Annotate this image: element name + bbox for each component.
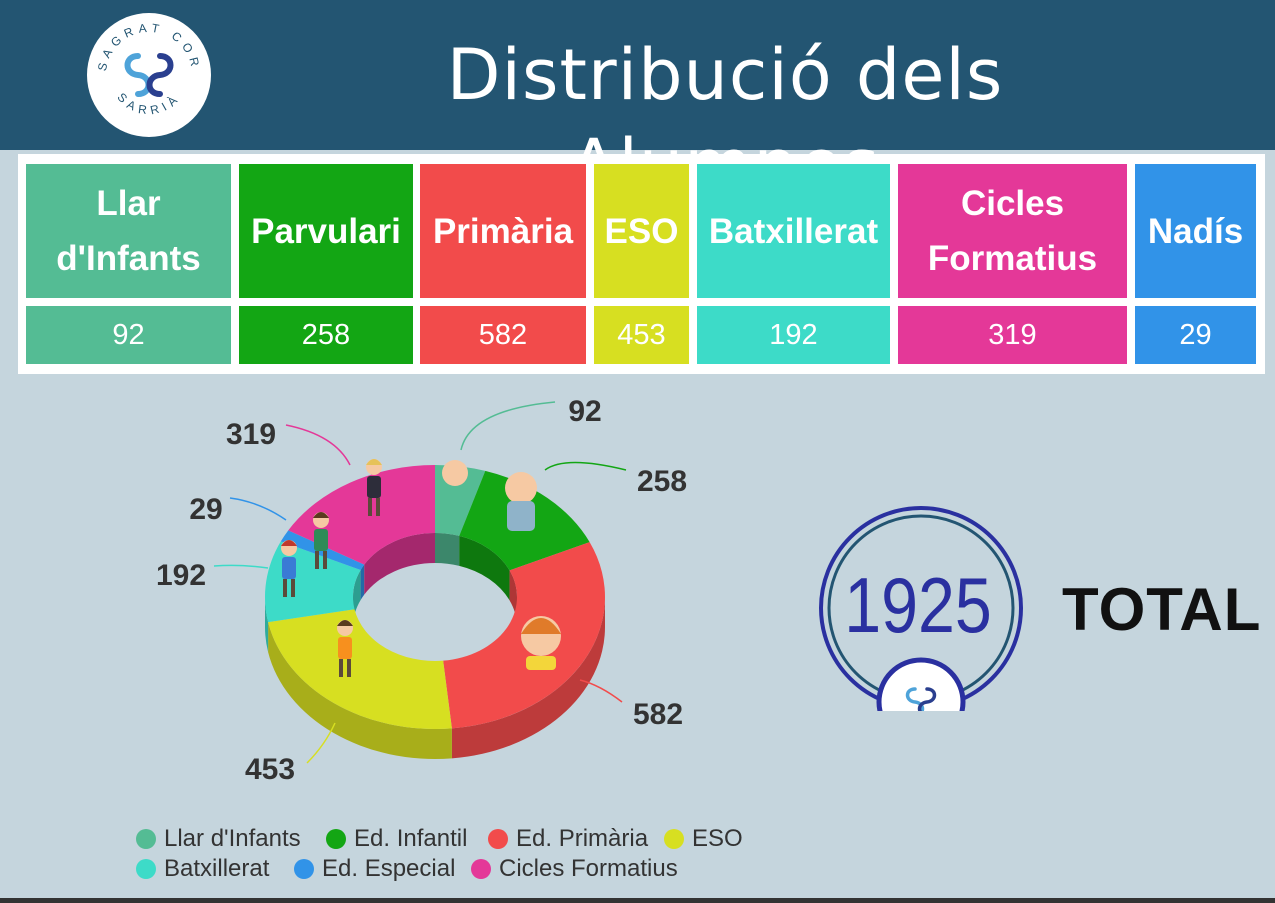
data-label: 319 bbox=[226, 418, 276, 451]
donut-chart: 92 258 582 453 192 29 319 bbox=[156, 395, 687, 786]
table-header-cell: Primària bbox=[420, 164, 586, 298]
table-header-cell: Batxillerat bbox=[697, 164, 890, 298]
table-header-cell: Nadís bbox=[1135, 164, 1256, 298]
chart-legend: Llar d'Infants Ed. Infantil Ed. Primària ES… bbox=[136, 825, 836, 889]
legend-item: Cicles Formatius bbox=[471, 855, 678, 883]
slice-inner-wall bbox=[435, 533, 460, 566]
legend-label: Batxillerat bbox=[164, 855, 270, 882]
leader-line bbox=[544, 461, 627, 471]
wheelchair-figure-icon bbox=[313, 512, 329, 569]
legend-label: ESO bbox=[692, 825, 743, 852]
table-value-cell: 29 bbox=[1135, 306, 1256, 364]
summary-table: Llar d'Infants 92 Parvulari 258 Primària 582 E… bbox=[18, 154, 1265, 374]
girl-figure-icon bbox=[281, 540, 297, 597]
page-title: Distribució dels Alumnes bbox=[446, 34, 1004, 206]
table-value-cell: 319 bbox=[898, 306, 1127, 364]
total-value: 1925 bbox=[844, 561, 992, 649]
table-value-cell: 582 bbox=[420, 306, 586, 364]
leader-line bbox=[213, 564, 269, 569]
leader-line bbox=[579, 679, 623, 703]
table-value-cell: 258 bbox=[239, 306, 413, 364]
legend-item: Ed. Infantil bbox=[326, 825, 467, 853]
donut-slices bbox=[265, 465, 606, 729]
legend-dot-icon bbox=[294, 859, 314, 879]
table-value-cell: 453 bbox=[594, 306, 689, 364]
legend-dot-icon bbox=[136, 829, 156, 849]
legend-dot-icon bbox=[326, 829, 346, 849]
data-label: 92 bbox=[568, 395, 601, 428]
table-header-cell: Parvulari bbox=[239, 164, 413, 298]
slice-inner-wall bbox=[459, 535, 510, 601]
slice-inner-wall bbox=[360, 564, 365, 601]
legend-dot-icon bbox=[488, 829, 508, 849]
legend-dot-icon bbox=[471, 859, 491, 879]
legend-item: ESO bbox=[664, 825, 743, 853]
table-header-cell: Cicles Formatius bbox=[898, 164, 1127, 298]
teacher-figure-icon bbox=[366, 459, 382, 516]
data-label: 258 bbox=[637, 465, 687, 498]
data-label: 29 bbox=[189, 493, 222, 526]
legend-label: Llar d'Infants bbox=[164, 825, 301, 852]
student-figure-icon bbox=[337, 620, 353, 677]
legend-item: Batxillerat bbox=[136, 855, 269, 883]
bottom-border bbox=[0, 898, 1275, 903]
data-label: 453 bbox=[245, 753, 295, 786]
leader-line bbox=[306, 722, 336, 764]
leader-line bbox=[460, 401, 556, 451]
school-logo: SAGRAT COR SARRIÀ bbox=[87, 13, 211, 137]
legend-item: Llar d'Infants bbox=[136, 825, 301, 853]
table-header-cell: Llar d'Infants bbox=[26, 164, 231, 298]
header-banner: SAGRAT COR SARRIÀ Distribució dels Alumn… bbox=[0, 0, 1275, 206]
slice-inner-wall bbox=[364, 533, 435, 595]
data-label: 192 bbox=[156, 559, 206, 592]
slice-outer-wall bbox=[451, 597, 605, 759]
legend-label: Ed. Especial bbox=[322, 855, 456, 882]
legend-dot-icon bbox=[136, 859, 156, 879]
slice-outer-wall bbox=[268, 622, 452, 759]
slice-outer-wall bbox=[265, 597, 269, 653]
girl-face-icon bbox=[521, 616, 561, 670]
legend-label: Cicles Formatius bbox=[499, 855, 678, 882]
kid-icon bbox=[505, 472, 537, 531]
data-label: 582 bbox=[633, 698, 683, 731]
baby-icon bbox=[442, 460, 468, 486]
leader-line bbox=[229, 497, 287, 521]
legend-item: Ed. Primària bbox=[488, 825, 648, 853]
total-label: TOTAL bbox=[1062, 576, 1262, 643]
table-header-cell: ESO bbox=[594, 164, 689, 298]
leader-line bbox=[285, 424, 351, 466]
table-value-cell: 192 bbox=[697, 306, 890, 364]
legend-dot-icon bbox=[664, 829, 684, 849]
table-value-cell: 92 bbox=[26, 306, 231, 364]
total-ring bbox=[819, 506, 1023, 711]
donut-slice bbox=[268, 609, 452, 729]
legend-label: Ed. Infantil bbox=[354, 825, 468, 852]
legend-label: Ed. Primària bbox=[516, 825, 649, 852]
legend-item: Ed. Especial bbox=[294, 855, 455, 883]
